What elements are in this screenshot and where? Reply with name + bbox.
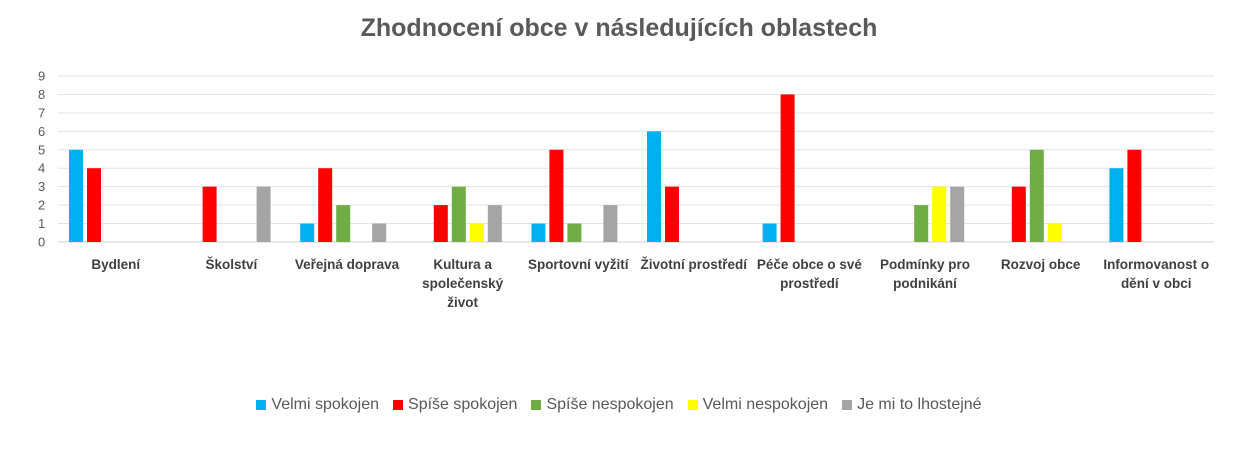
- legend-item: Spíše spokojen: [393, 396, 517, 414]
- bars: [69, 94, 1142, 242]
- legend-swatch: [256, 400, 267, 410]
- y-tick-label: 5: [38, 142, 45, 157]
- bar: [780, 94, 795, 242]
- legend-item: Spíše nespokojen: [531, 396, 674, 414]
- x-category-label: Bydlení: [91, 257, 141, 272]
- y-tick-label: 1: [38, 216, 45, 231]
- bar: [372, 223, 387, 242]
- bar: [336, 205, 351, 242]
- bar: [567, 223, 582, 242]
- y-tick-label: 4: [38, 161, 45, 176]
- x-category-label: Veřejná doprava: [295, 257, 400, 272]
- bar: [762, 223, 777, 242]
- legend-label: Velmi spokojen: [271, 396, 380, 413]
- bar: [647, 131, 661, 242]
- y-tick-label: 6: [38, 124, 45, 139]
- bar: [256, 186, 271, 242]
- legend-item: Velmi spokojen: [256, 396, 379, 414]
- legend-label: Velmi nespokojen: [702, 396, 829, 413]
- bar: [1127, 149, 1142, 242]
- x-category-label: Podmínky pro podnikání: [880, 257, 970, 291]
- bar: [300, 223, 315, 242]
- legend-label: Spíše nespokojen: [546, 396, 674, 413]
- x-category-label: Školství: [206, 257, 259, 272]
- x-category-label: Rozvoj obce: [1001, 257, 1081, 272]
- legend-label: Je mi to lhostejné: [857, 396, 982, 413]
- bar: [1047, 223, 1062, 242]
- legend-swatch: [393, 400, 404, 410]
- legend-swatch: [531, 400, 542, 410]
- bar: [69, 149, 83, 242]
- y-tick-label: 0: [38, 235, 45, 250]
- bar: [469, 223, 484, 242]
- y-tick-label: 9: [38, 69, 45, 84]
- legend: Velmi spokojen Spíše spokojen Spíše nespok…: [0, 396, 1238, 414]
- bar: [932, 186, 947, 242]
- bar: [202, 186, 217, 242]
- legend-swatch: [842, 400, 853, 410]
- legend-label: Spíše spokojen: [408, 396, 518, 413]
- y-tick-label: 7: [38, 105, 45, 120]
- x-category-label: Sportovní vyžití: [528, 257, 630, 272]
- y-tick-label: 3: [38, 179, 45, 194]
- chart-title: Zhodnocení obce v následujících oblastec…: [360, 14, 878, 42]
- bar: [1029, 149, 1044, 242]
- legend-item: Je mi to lhostejné: [842, 396, 982, 414]
- bar: [318, 168, 333, 242]
- y-axis-ticks: 0 1 2 3 4 5 6 7 8 9: [38, 69, 45, 250]
- x-category-label: Informovanost o dění v obci: [1103, 257, 1209, 291]
- x-category-label: Péče obce o své prostředí: [757, 257, 863, 291]
- bar: [531, 223, 546, 242]
- legend-item: Velmi nespokojen: [687, 396, 829, 414]
- x-category-label: Kultura a společenský život: [422, 257, 504, 310]
- bar: [914, 205, 929, 242]
- gridlines: [58, 75, 1214, 243]
- bar: [549, 149, 564, 242]
- bar: [1011, 186, 1026, 242]
- bar: [665, 186, 679, 242]
- x-category-label: Životní prostředí: [641, 257, 749, 272]
- bar: [603, 205, 618, 242]
- bar: [950, 186, 965, 242]
- bar: [1109, 168, 1124, 242]
- legend-swatch: [687, 400, 698, 410]
- bar: [451, 186, 466, 242]
- bar: [487, 205, 502, 242]
- y-tick-label: 8: [38, 87, 45, 102]
- bar: [87, 168, 101, 242]
- y-tick-label: 2: [38, 198, 45, 213]
- bar: [433, 205, 448, 242]
